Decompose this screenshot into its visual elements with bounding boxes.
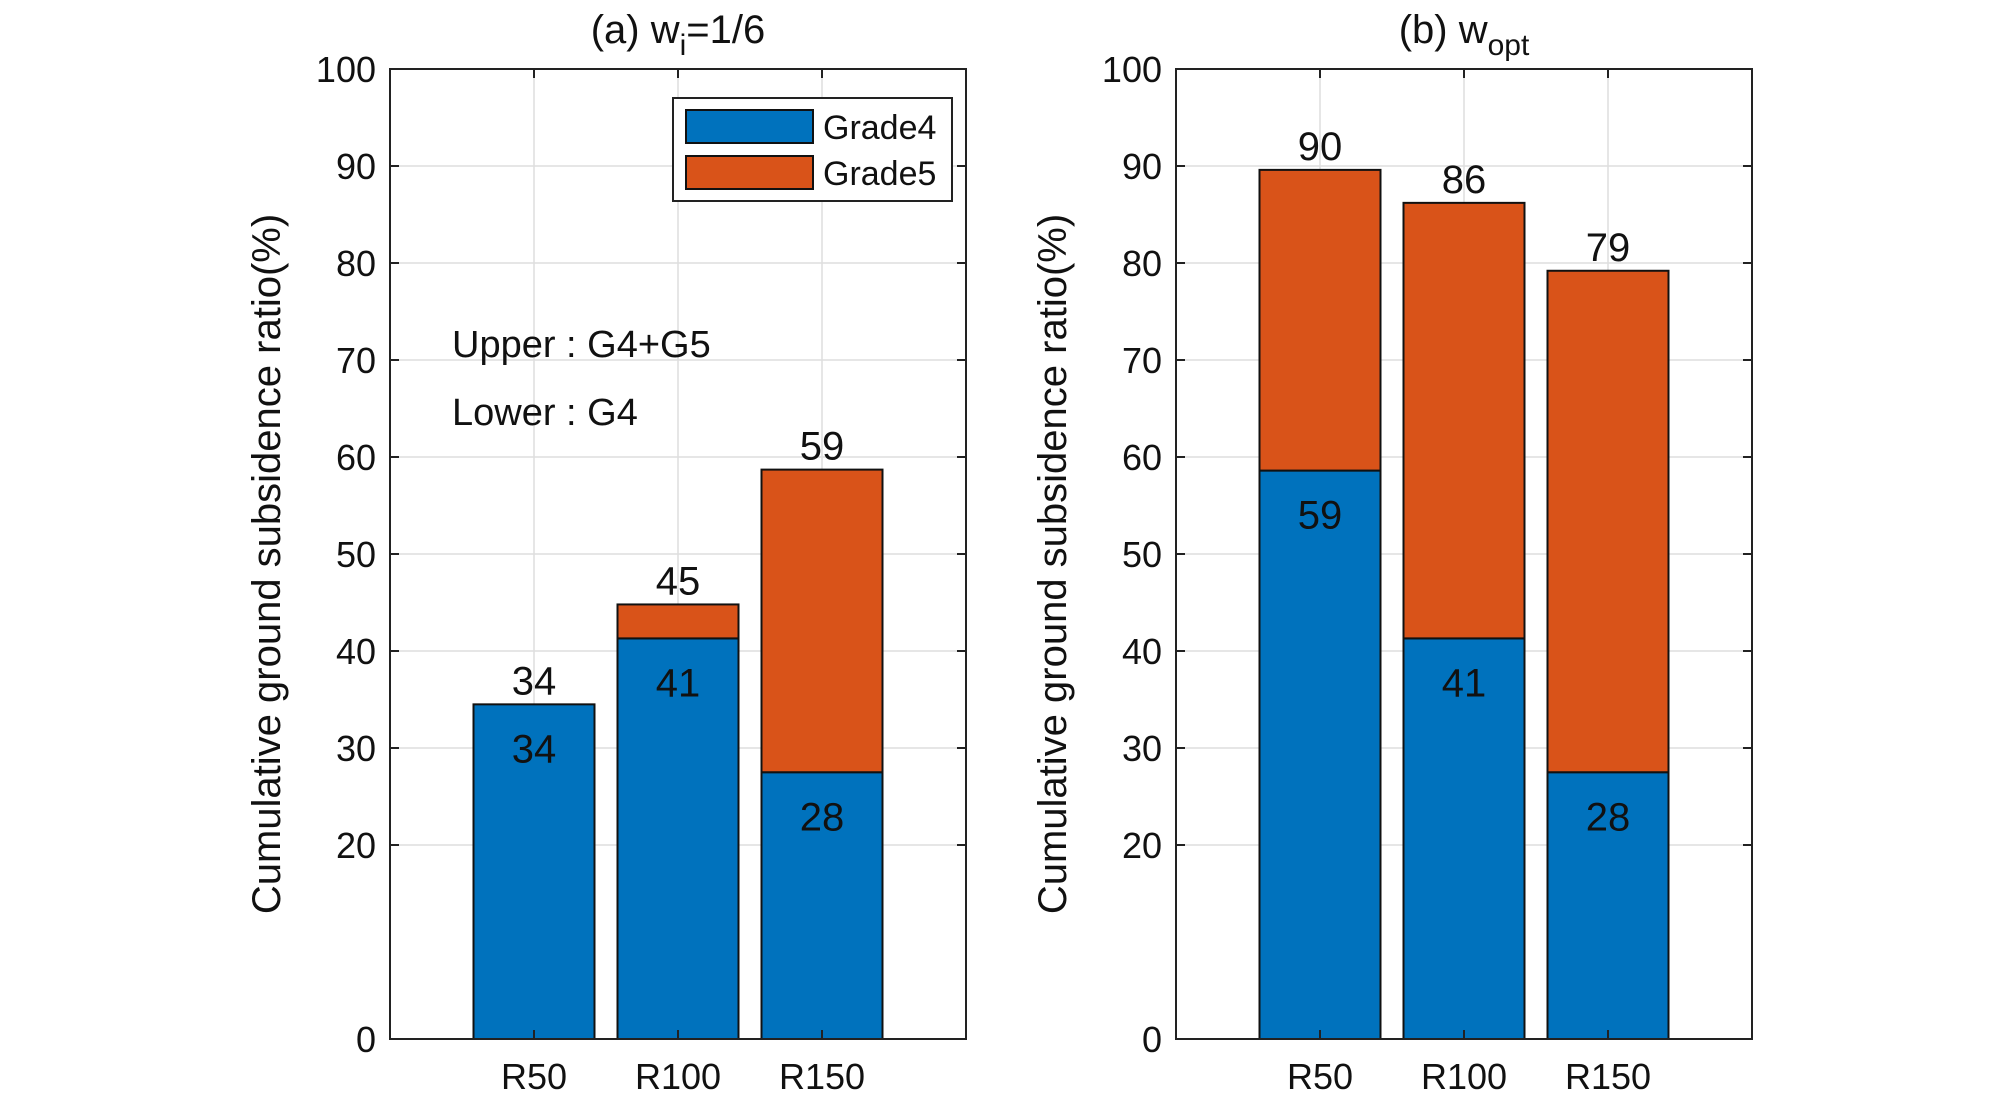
bar-grade5-r150 bbox=[760, 468, 884, 774]
chart-title-main: (b) w bbox=[1399, 8, 1488, 52]
x-tick-label-r50: R50 bbox=[1287, 1056, 1353, 1091]
annotation-text: Lower : G4 bbox=[452, 392, 638, 434]
y-tick-label: 100 bbox=[316, 49, 376, 90]
bar-grade4-r50 bbox=[1258, 469, 1382, 1040]
data-label-total-r50: 90 bbox=[1298, 125, 1343, 169]
y-tick-label: 50 bbox=[336, 534, 376, 575]
bar-grade4-r150 bbox=[760, 771, 884, 1040]
chart-title-main: (a) w bbox=[591, 8, 680, 52]
bar-grade5-r100 bbox=[1402, 201, 1526, 640]
y-tick-label: 20 bbox=[336, 825, 376, 866]
y-tick-label: 0 bbox=[1142, 1019, 1162, 1060]
y-tick-label: 100 bbox=[1102, 49, 1162, 90]
legend-label-grade5: Grade5 bbox=[823, 155, 936, 193]
legend-swatch-grade4 bbox=[685, 109, 814, 144]
chart-panel-a: 34 34 R50 45 41 R100 59 28 R150 0 20 30 40 50 60 70 80 90… bbox=[245, 8, 967, 1096]
y-tick-label: 40 bbox=[1122, 631, 1162, 672]
y-tick-label: 30 bbox=[1122, 728, 1162, 769]
chart-panel-b: 90 59 R50 86 41 R100 79 28 R150 0 20 30 40 50 60 70 80 90… bbox=[1031, 8, 1753, 1096]
bar-grade4-r50 bbox=[472, 703, 596, 1040]
data-label-total-r150: 59 bbox=[800, 425, 845, 469]
y-tick-label: 80 bbox=[1122, 243, 1162, 284]
bar-grade5-r100 bbox=[616, 603, 740, 640]
data-label-grade4-r100: 41 bbox=[1442, 661, 1487, 705]
x-tick-label-r150: R150 bbox=[779, 1056, 865, 1091]
x-tick-label-r100: R100 bbox=[1421, 1056, 1507, 1091]
data-label-grade4-r50: 59 bbox=[1298, 494, 1343, 538]
legend-swatch-grade5 bbox=[685, 155, 814, 190]
y-tick-label: 20 bbox=[1122, 825, 1162, 866]
legend: Grade4 Grade5 bbox=[672, 97, 953, 202]
y-axis-label: Cumulative ground subsidence ratio(%) bbox=[1031, 214, 1075, 914]
x-tick-label-r100: R100 bbox=[635, 1056, 721, 1091]
chart-title-subscript: opt bbox=[1488, 29, 1530, 62]
chart-title: (a) wi=1/6 bbox=[591, 8, 766, 62]
bar-grade4-r100 bbox=[616, 637, 740, 1040]
data-label-total-r50: 34 bbox=[512, 659, 557, 703]
y-tick-label: 30 bbox=[336, 728, 376, 769]
data-label-grade4-r50: 34 bbox=[512, 727, 557, 771]
y-tick-label: 90 bbox=[1122, 146, 1162, 187]
y-tick-label: 60 bbox=[336, 437, 376, 478]
y-tick-label: 40 bbox=[336, 631, 376, 672]
y-tick-label: 80 bbox=[336, 243, 376, 284]
data-label-grade4-r150: 28 bbox=[1586, 795, 1631, 839]
y-axis-label: Cumulative ground subsidence ratio(%) bbox=[245, 214, 289, 914]
data-label-total-r150: 79 bbox=[1586, 226, 1631, 270]
data-label-total-r100: 45 bbox=[656, 559, 701, 603]
x-tick-label-r50: R50 bbox=[501, 1056, 567, 1091]
annotation-text: Upper : G4+G5 bbox=[452, 324, 711, 366]
chart-title-suffix: =1/6 bbox=[686, 8, 765, 52]
y-tick-label: 60 bbox=[1122, 437, 1162, 478]
chart-title-subscript: i bbox=[680, 29, 687, 62]
data-label-grade4-r100: 41 bbox=[656, 661, 701, 705]
data-label-total-r100: 86 bbox=[1442, 158, 1487, 202]
y-tick-label: 70 bbox=[336, 340, 376, 381]
x-tick-label-r150: R150 bbox=[1565, 1056, 1651, 1091]
y-tick-label: 0 bbox=[356, 1019, 376, 1060]
y-tick-label: 70 bbox=[1122, 340, 1162, 381]
bar-grade4-r150 bbox=[1546, 771, 1670, 1040]
bar-grade5-r50 bbox=[1258, 168, 1382, 472]
y-tick-label: 90 bbox=[336, 146, 376, 187]
data-label-grade4-r150: 28 bbox=[800, 795, 845, 839]
legend-label-grade4: Grade4 bbox=[823, 109, 936, 147]
chart-title: (b) wopt bbox=[1399, 8, 1530, 62]
bar-grade5-r150 bbox=[1546, 269, 1670, 774]
y-tick-label: 50 bbox=[1122, 534, 1162, 575]
bar-grade4-r100 bbox=[1402, 637, 1526, 1040]
